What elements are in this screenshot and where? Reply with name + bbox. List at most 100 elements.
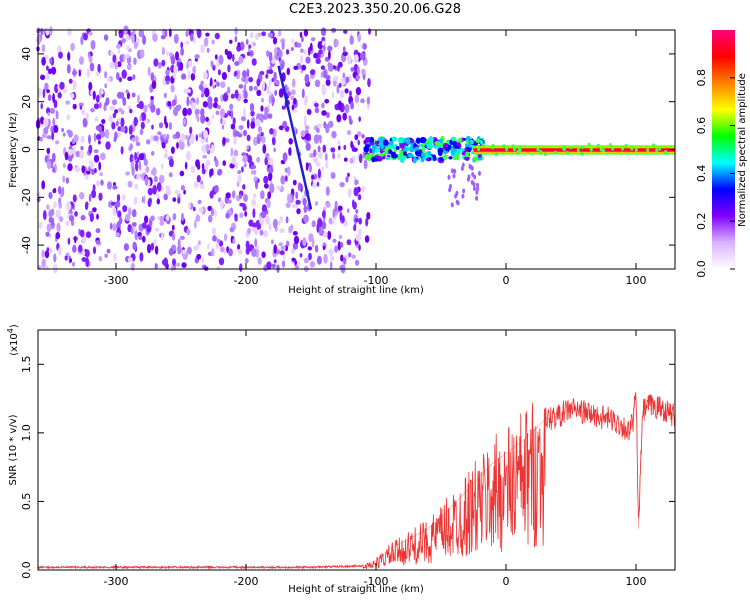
heatmap-cell xyxy=(197,199,202,205)
heatmap-cell xyxy=(207,96,213,104)
x-tick-label: 0 xyxy=(503,274,510,287)
heatmap-cell xyxy=(346,129,352,136)
chart-title: C2E3.2023.350.20.06.G28 xyxy=(288,2,462,17)
heatmap-cell xyxy=(259,229,264,236)
heatmap-cell xyxy=(261,136,266,144)
heatmap-cell xyxy=(131,222,137,227)
heatmap-cell xyxy=(53,201,57,209)
heatmap-cell xyxy=(288,225,293,234)
heatmap-cell xyxy=(338,234,343,240)
heatmap-signal-band xyxy=(473,151,675,153)
heatmap-cell xyxy=(332,80,337,87)
heatmap-cell xyxy=(580,151,584,156)
heatmap-cell xyxy=(167,101,172,107)
heatmap-cell xyxy=(136,174,141,180)
heatmap-cell xyxy=(166,133,170,140)
heatmap-cell xyxy=(349,90,352,97)
heatmap-cell xyxy=(247,227,252,235)
heatmap-cell xyxy=(465,151,470,158)
heatmap-cell xyxy=(222,160,226,167)
heatmap-cell xyxy=(72,103,77,110)
heatmap-cell xyxy=(250,110,255,117)
snr-series-trend xyxy=(38,391,676,568)
heatmap-cell xyxy=(147,187,153,196)
heatmap-cell xyxy=(89,213,94,222)
heatmap-cell xyxy=(634,147,638,152)
heatmap-cell xyxy=(214,208,217,218)
heatmap-cell xyxy=(44,265,50,271)
heatmap-cell xyxy=(98,192,103,201)
heatmap-cell xyxy=(55,110,59,120)
heatmap-cell xyxy=(62,175,66,183)
heatmap-cell xyxy=(186,246,192,255)
heatmap-cell xyxy=(261,97,265,103)
heatmap-cell xyxy=(267,155,270,161)
heatmap-cell xyxy=(207,205,213,212)
heatmap-cell xyxy=(360,98,365,104)
heatmap-cell xyxy=(258,127,262,135)
heatmap-cell xyxy=(98,140,101,145)
heatmap-cell xyxy=(163,257,169,267)
heatmap-cell xyxy=(450,136,456,141)
heatmap-cell xyxy=(599,147,603,152)
heatmap-cell xyxy=(121,69,127,79)
heatmap-cell xyxy=(142,222,147,229)
heatmap-cell xyxy=(181,249,187,255)
heatmap-cell xyxy=(311,174,315,180)
heatmap-cell xyxy=(304,125,310,130)
heatmap-cell xyxy=(139,128,144,135)
heatmap-cell xyxy=(314,201,319,206)
heatmap-cell xyxy=(518,146,522,150)
heatmap-cell xyxy=(321,166,325,172)
heatmap-cell xyxy=(305,162,309,171)
heatmap-cell xyxy=(86,170,91,175)
heatmap-cell xyxy=(164,115,167,126)
heatmap-cell xyxy=(464,156,470,161)
heatmap-cell xyxy=(342,51,349,56)
heatmap-cell xyxy=(57,185,62,195)
heatmap-cell xyxy=(230,123,236,130)
heatmap-cell xyxy=(92,207,97,213)
heatmap-cell xyxy=(336,84,340,94)
heatmap-cell xyxy=(364,154,370,160)
heatmap-cell xyxy=(391,153,398,159)
heatmap-cell xyxy=(304,96,308,106)
heatmap-cell xyxy=(329,63,334,72)
heatmap-cell xyxy=(223,233,228,242)
y-tick-label: 1.0 xyxy=(20,424,33,442)
heatmap-cell xyxy=(165,69,170,76)
heatmap-cell xyxy=(315,162,321,167)
heatmap-cell xyxy=(341,215,345,224)
heatmap-cell xyxy=(314,107,320,114)
heatmap-cell xyxy=(62,132,66,137)
heatmap-cell xyxy=(138,235,143,241)
heatmap-cell xyxy=(194,108,200,115)
heatmap-cell xyxy=(41,249,45,258)
heatmap-cell xyxy=(303,257,310,264)
heatmap-cell xyxy=(580,145,584,150)
heatmap-cell xyxy=(295,199,301,205)
x-tick-label: 0 xyxy=(503,575,510,588)
colorbar-tick-label: 0.0 xyxy=(695,260,708,278)
heatmap-cell xyxy=(243,129,247,137)
heatmap-cell xyxy=(244,258,249,264)
heatmap-cell xyxy=(72,261,75,267)
heatmap-cell xyxy=(273,147,277,153)
heatmap-cell xyxy=(137,94,140,104)
heatmap-cell xyxy=(186,107,192,116)
heatmap-cell xyxy=(134,230,138,241)
heatmap-cell xyxy=(129,143,133,150)
heatmap-cell xyxy=(361,133,365,139)
heatmap-cell xyxy=(210,77,213,86)
heatmap-cell xyxy=(222,92,229,102)
heatmap-cell xyxy=(369,136,375,144)
heatmap-cell xyxy=(203,37,209,47)
heatmap-cell xyxy=(125,53,130,59)
heatmap-cell xyxy=(256,224,261,230)
heatmap-cell xyxy=(179,141,185,150)
heatmap-cell xyxy=(182,107,188,117)
heatmap-cell xyxy=(80,214,86,221)
spectrogram-y-label: Frequency (Hz) xyxy=(8,112,19,188)
heatmap-cell xyxy=(44,82,49,92)
